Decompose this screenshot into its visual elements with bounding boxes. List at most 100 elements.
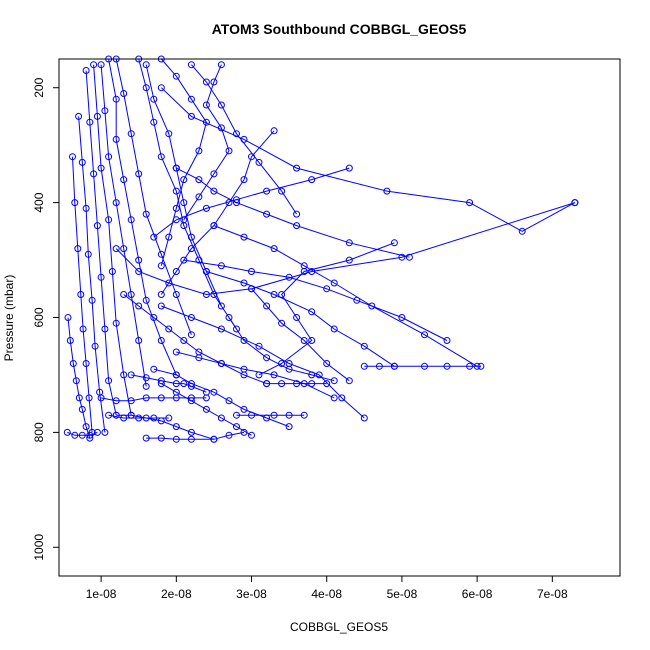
data-point bbox=[210, 291, 218, 298]
data-point bbox=[323, 360, 331, 367]
data-point bbox=[180, 380, 188, 388]
data-point bbox=[300, 411, 308, 419]
data-point bbox=[187, 61, 195, 69]
profile-line bbox=[183, 259, 448, 341]
data-point bbox=[157, 377, 165, 385]
profile-series bbox=[180, 61, 233, 224]
profile-series bbox=[255, 239, 398, 379]
data-point bbox=[142, 296, 150, 304]
profile-series bbox=[69, 153, 96, 436]
profile-line bbox=[161, 305, 365, 419]
profile-series bbox=[75, 112, 109, 436]
data-point bbox=[202, 405, 210, 413]
profile-series bbox=[97, 394, 210, 405]
data-point bbox=[165, 414, 173, 422]
data-point bbox=[105, 216, 113, 224]
data-point bbox=[195, 256, 203, 264]
data-point bbox=[345, 239, 353, 247]
data-point bbox=[270, 245, 278, 253]
data-point bbox=[240, 279, 248, 287]
data-point bbox=[240, 405, 248, 413]
data-point bbox=[142, 434, 150, 442]
data-point bbox=[105, 377, 113, 385]
data-point bbox=[233, 196, 240, 204]
profile-line bbox=[160, 130, 275, 295]
data-point bbox=[210, 435, 218, 443]
profile-line bbox=[176, 167, 410, 258]
data-point bbox=[120, 176, 128, 184]
profile-line bbox=[138, 58, 237, 330]
data-point bbox=[210, 78, 218, 86]
profile-line bbox=[100, 64, 147, 387]
data-point bbox=[135, 256, 143, 264]
data-point bbox=[172, 371, 180, 379]
data-point bbox=[202, 78, 210, 86]
data-point bbox=[157, 262, 165, 270]
data-point bbox=[172, 72, 180, 80]
profile-line bbox=[191, 64, 298, 215]
data-point bbox=[78, 431, 86, 439]
data-point bbox=[278, 380, 286, 388]
data-point bbox=[195, 147, 203, 155]
data-point bbox=[135, 337, 143, 344]
data-point bbox=[74, 245, 82, 253]
data-point bbox=[93, 428, 101, 436]
data-point bbox=[300, 262, 308, 270]
data-point bbox=[187, 428, 195, 436]
data-point bbox=[248, 285, 255, 293]
data-point bbox=[78, 405, 86, 413]
y-tick-label: 800 bbox=[32, 422, 46, 442]
profile-series bbox=[82, 67, 120, 419]
y-axis-title: Pressure (mbar) bbox=[2, 275, 16, 362]
data-point bbox=[421, 362, 428, 370]
data-point bbox=[518, 227, 526, 235]
profile-line bbox=[123, 294, 267, 385]
data-point bbox=[315, 371, 323, 379]
data-point bbox=[127, 291, 135, 298]
data-point bbox=[285, 365, 293, 373]
data-point bbox=[398, 314, 406, 321]
data-point bbox=[112, 245, 120, 253]
data-point bbox=[360, 342, 368, 350]
data-point bbox=[142, 374, 150, 382]
data-point bbox=[217, 414, 225, 422]
data-point bbox=[300, 337, 308, 344]
data-point bbox=[63, 428, 71, 436]
data-point bbox=[71, 199, 79, 207]
data-point bbox=[101, 107, 109, 115]
profile-series bbox=[105, 411, 173, 422]
data-point bbox=[345, 377, 353, 385]
data-point bbox=[217, 302, 225, 310]
data-point bbox=[353, 296, 361, 304]
data-point bbox=[75, 394, 83, 402]
data-point bbox=[187, 331, 195, 339]
data-point bbox=[270, 291, 278, 298]
data-point bbox=[285, 411, 293, 419]
data-point bbox=[172, 348, 180, 356]
data-point bbox=[293, 222, 301, 230]
data-point bbox=[345, 164, 353, 172]
x-tick-label: 2e-08 bbox=[161, 587, 192, 601]
data-point bbox=[233, 325, 240, 333]
data-point bbox=[85, 394, 93, 402]
x-tick-label: 1e-08 bbox=[86, 587, 117, 601]
data-point bbox=[97, 61, 105, 69]
data-point bbox=[165, 233, 173, 241]
data-point bbox=[466, 199, 474, 207]
data-point bbox=[165, 130, 173, 138]
data-point bbox=[180, 256, 188, 264]
data-point bbox=[79, 325, 87, 333]
data-point bbox=[270, 411, 278, 419]
data-point bbox=[127, 397, 135, 405]
data-point bbox=[202, 118, 210, 126]
data-point bbox=[217, 325, 225, 333]
data-point bbox=[180, 176, 188, 184]
profile-line bbox=[228, 317, 335, 382]
profile-line bbox=[115, 202, 576, 296]
profile-line bbox=[183, 64, 230, 221]
profile-line bbox=[145, 64, 222, 307]
data-point bbox=[135, 302, 143, 310]
data-point bbox=[78, 158, 86, 166]
data-point bbox=[308, 337, 316, 344]
data-point bbox=[105, 153, 113, 161]
